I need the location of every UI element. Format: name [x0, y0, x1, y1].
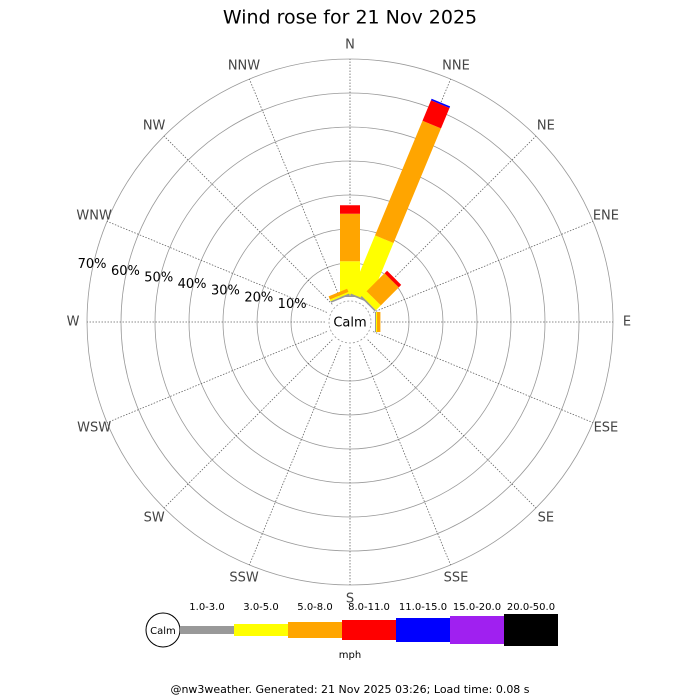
legend-swatch	[180, 626, 234, 634]
legend-swatch	[450, 616, 504, 644]
bar-segment	[361, 291, 381, 311]
tick-label: 60%	[111, 264, 140, 279]
spoke	[372, 331, 594, 424]
spoke	[367, 135, 537, 305]
footer: @nw3weather. Generated: 21 Nov 2025 03:2…	[170, 683, 529, 696]
direction-label: W	[67, 315, 80, 330]
chart-title: Wind rose for 21 Nov 2025	[223, 7, 477, 29]
bar-segment	[366, 273, 399, 306]
legend-label: 15.0-20.0	[453, 602, 501, 613]
direction-label: WNW	[76, 208, 112, 223]
direction-label: NW	[143, 119, 166, 134]
spoke	[367, 339, 537, 509]
bar-segment	[376, 312, 377, 332]
legend-swatch	[288, 622, 342, 638]
legend-swatch	[234, 624, 288, 636]
spoke	[248, 78, 341, 300]
bar-segment	[340, 213, 360, 262]
legend-swatch	[342, 620, 396, 640]
bar-segment	[375, 120, 441, 243]
legend-label: 5.0-8.0	[297, 602, 332, 613]
legend-label: 3.0-5.0	[243, 602, 278, 613]
legend-label: 20.0-50.0	[507, 602, 555, 613]
bar-segment	[377, 312, 381, 332]
direction-label: S	[346, 592, 354, 607]
direction-label: SW	[144, 510, 165, 525]
bar-segment	[360, 296, 376, 312]
legend-unit: mph	[339, 650, 361, 661]
grid-ring	[154, 126, 546, 518]
spoke	[359, 344, 452, 566]
tick-label: 50%	[144, 270, 173, 285]
direction-label: WSW	[77, 421, 111, 436]
bar-segment	[375, 312, 376, 332]
bar-segment	[328, 288, 349, 300]
direction-label: SSW	[229, 570, 259, 585]
calm-label: Calm	[333, 316, 366, 331]
tick-label: 20%	[244, 290, 273, 305]
spoke	[248, 344, 341, 566]
calm-circle	[328, 300, 372, 344]
direction-label: NE	[537, 119, 555, 134]
legend-label: 11.0-15.0	[399, 602, 447, 613]
legend-swatch	[504, 614, 558, 646]
spoke	[106, 331, 328, 424]
bar-segment	[431, 98, 451, 108]
spoke	[163, 339, 333, 509]
bar-segment	[422, 100, 450, 129]
direction-label: NNE	[442, 59, 470, 74]
direction-label: ENE	[593, 208, 619, 223]
spoke	[106, 220, 328, 313]
bar-segment	[329, 291, 349, 302]
legend-calm-label: Calm	[150, 626, 176, 637]
tick-label: 30%	[211, 284, 240, 299]
bar-segment	[340, 205, 360, 214]
tick-label: 40%	[178, 277, 207, 292]
direction-label: ESE	[594, 421, 619, 436]
legend-label: 1.0-3.0	[189, 602, 224, 613]
bar-segment	[351, 235, 394, 302]
spoke	[163, 135, 333, 305]
legend-swatch	[396, 618, 450, 642]
tick-label: 70%	[78, 257, 107, 272]
direction-label: N	[345, 38, 355, 53]
tick-label: 10%	[278, 297, 307, 312]
spoke	[372, 220, 594, 313]
direction-label: SSE	[444, 570, 469, 585]
legend-label: 8.0-11.0	[348, 602, 390, 613]
bar-segment	[330, 293, 350, 303]
direction-label: SE	[538, 510, 554, 525]
direction-label: NNW	[228, 59, 260, 74]
bar-segment	[384, 270, 402, 288]
direction-label: E	[623, 315, 631, 330]
